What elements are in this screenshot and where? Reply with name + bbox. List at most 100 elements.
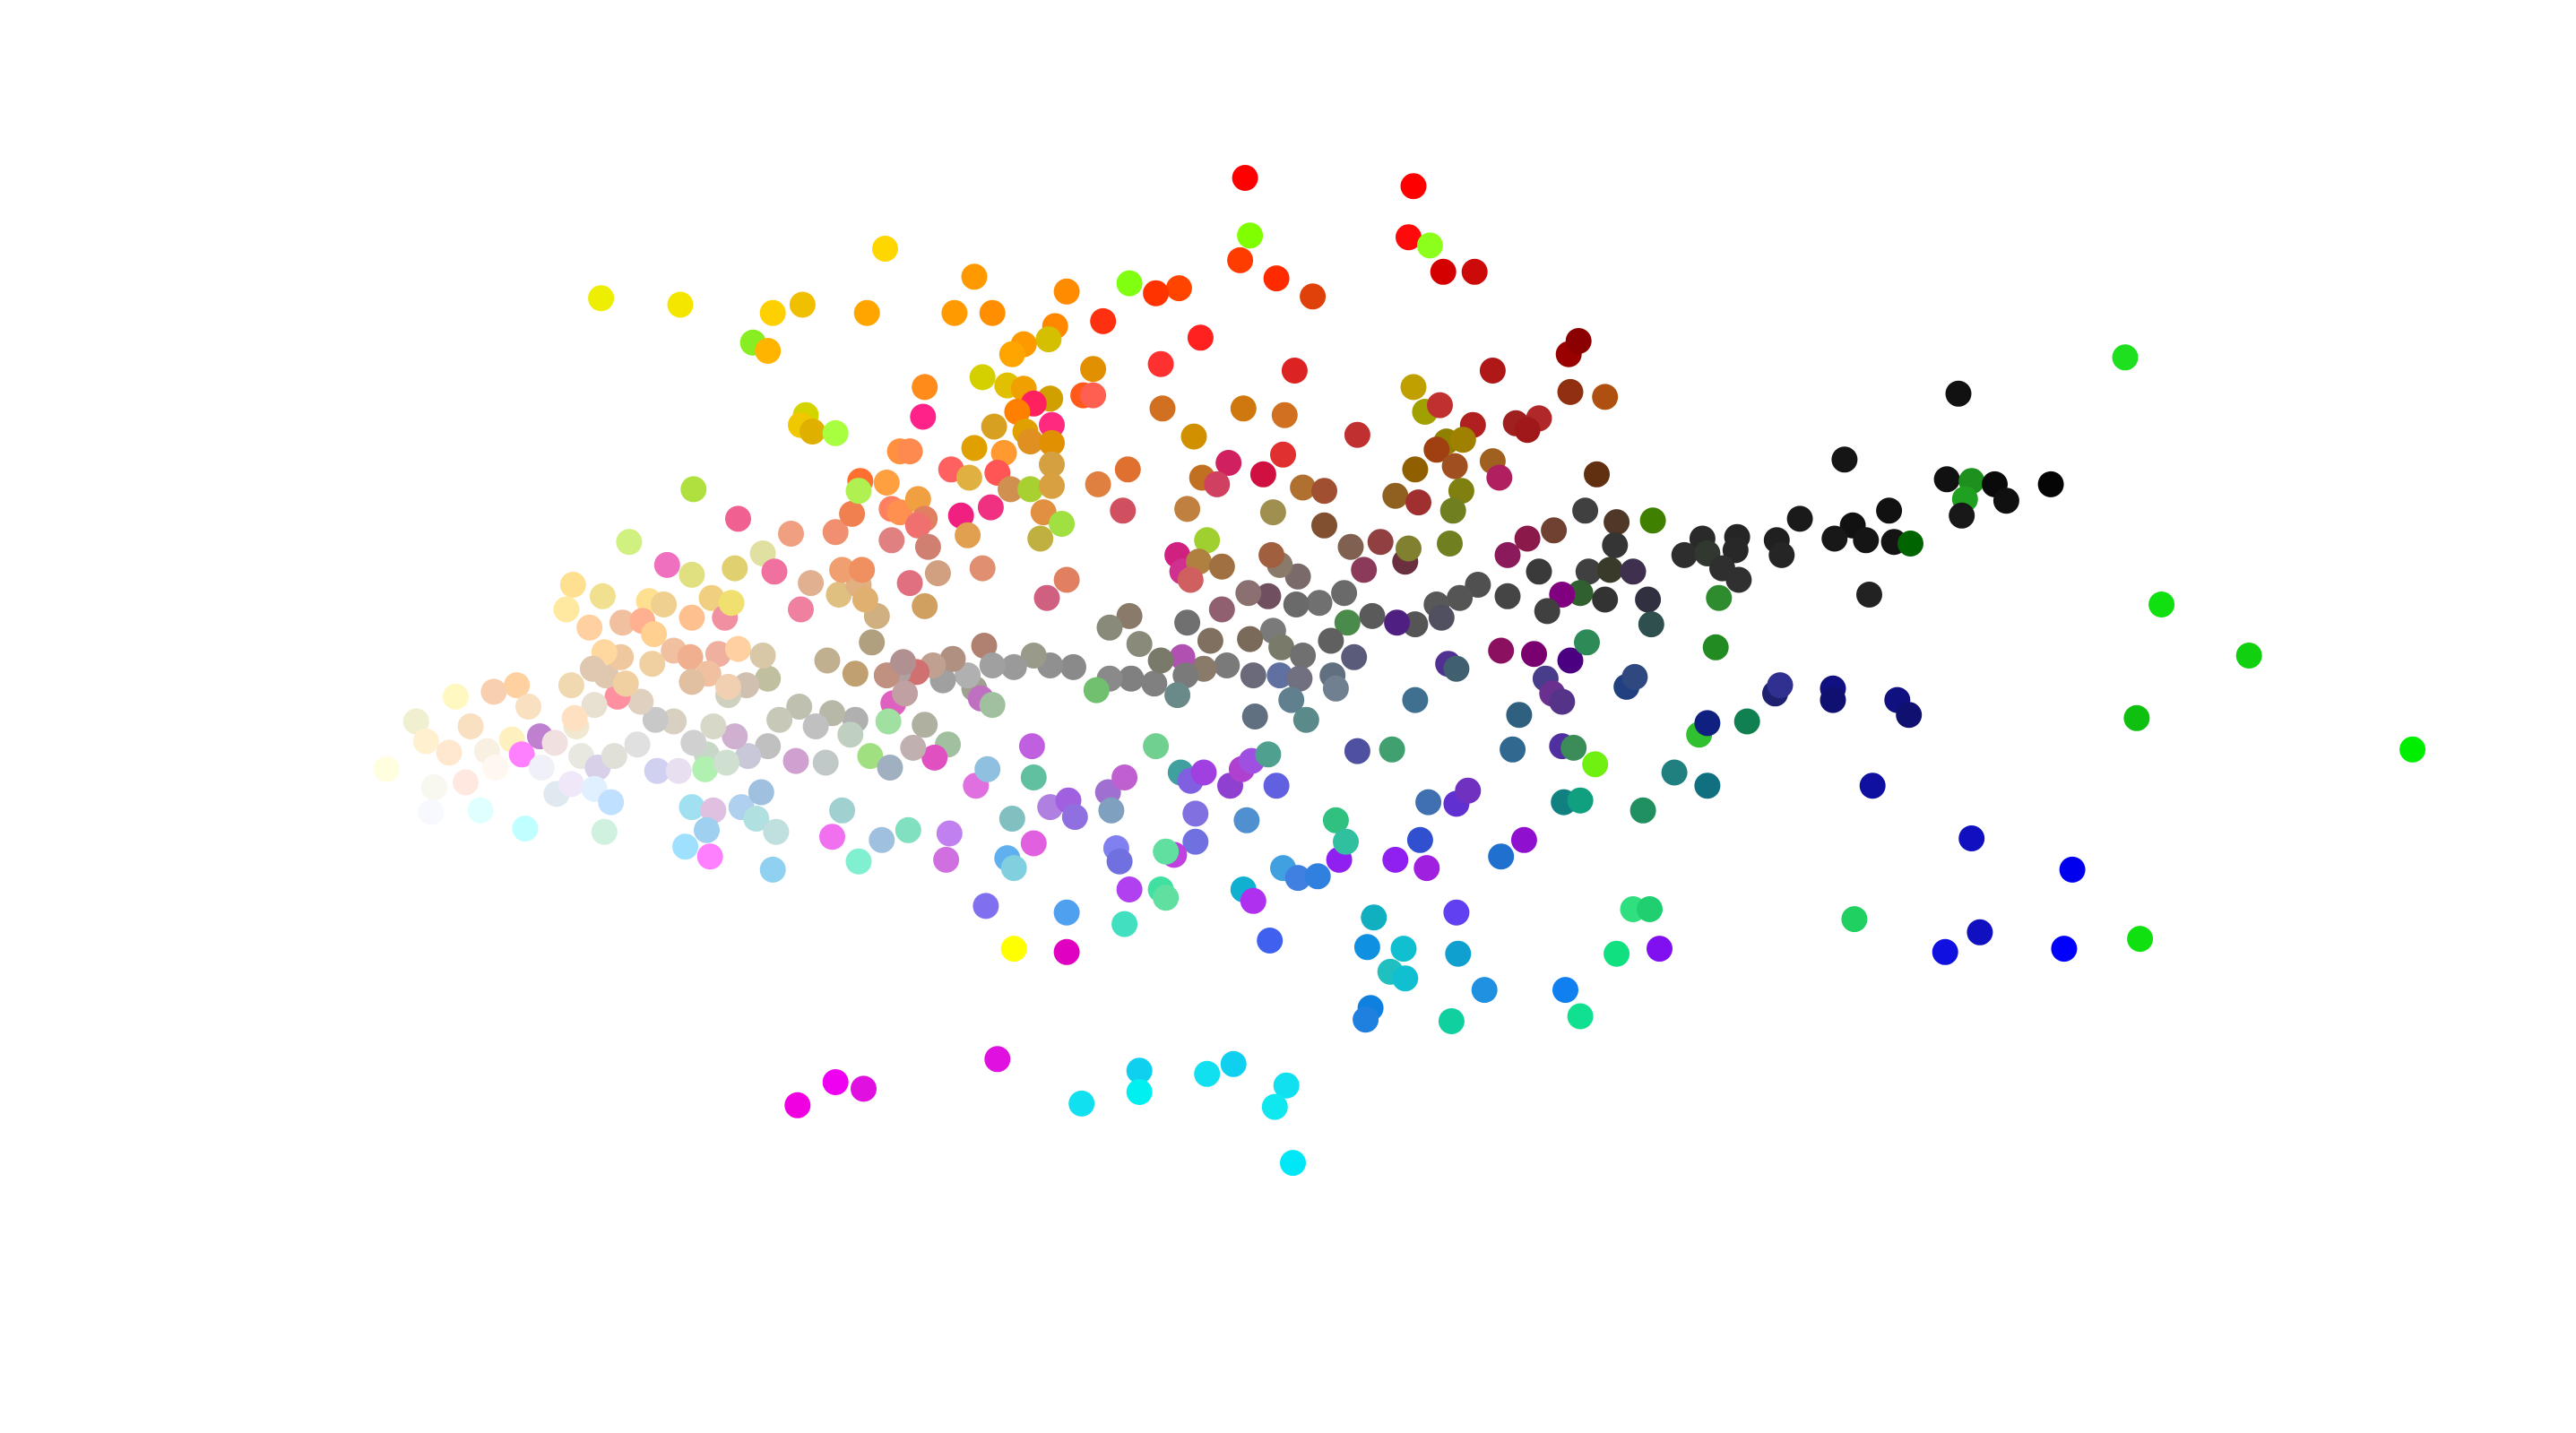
scatter-point [981,413,1007,440]
scatter-point [1567,787,1594,814]
scatter-point [2059,856,2086,883]
scatter-point [1278,686,1305,713]
scatter-point [1039,472,1065,499]
scatter-point [1164,682,1191,709]
scatter-point [1341,643,1368,670]
scatter-point [1143,733,1170,760]
scatter-point [979,692,1006,719]
scatter-point [1143,280,1170,306]
scatter-point [1945,380,1972,407]
scatter-point [541,729,568,756]
scatter-point [1208,553,1235,580]
scatter-point [896,570,923,597]
scatter-point [1831,446,1858,473]
scatter-point [1534,598,1560,625]
scatter-point [1402,456,1429,483]
scatter-point [1020,764,1047,790]
scatter-point [480,678,507,705]
scatter-point [504,672,531,699]
scatter-point [1300,283,1327,310]
scatter-point [1455,777,1482,804]
scatter-point [1958,825,1985,851]
scatter-point [912,592,938,619]
scatter-point [1400,173,1427,200]
scatter-point [1604,940,1630,967]
scatter-point [588,285,615,312]
scatter-point [1382,482,1409,509]
scatter-point [642,706,669,733]
scatter-point [1004,399,1031,425]
scatter-point [872,236,898,262]
scatter-point [1331,580,1358,607]
scatter-point [1165,275,1192,302]
scatter-point [998,806,1025,832]
scatter-point [1367,529,1394,556]
scatter-point [639,651,666,678]
scatter-point [1280,1150,1306,1177]
scatter-point [624,731,651,758]
scatter-point [651,591,678,617]
scatter-point [912,374,938,401]
scatter-point [616,529,643,556]
scatter-point [1257,928,1284,954]
scatter-point [912,712,938,738]
scatter-point [1514,417,1541,444]
scatter-point [482,755,509,781]
scatter-point [1596,557,1623,583]
scatter-point [1020,830,1047,857]
scatter-point [559,572,586,598]
scatter-point [1290,643,1317,669]
scatter-point [1500,736,1526,763]
scatter-point [755,665,782,692]
scatter-point [1116,270,1143,297]
scatter-point [722,723,748,750]
scatter-point [1194,1060,1221,1087]
scatter-point [512,816,539,842]
scatter-point [845,478,872,505]
scatter-point [1932,938,1958,965]
scatter-point [665,757,692,784]
scatter-point [722,555,748,582]
scatter-point [904,486,931,513]
scatter-point [1080,356,1107,383]
scatter-point [694,816,720,843]
scatter-point [1722,537,1749,564]
scatter-point [1263,265,1290,292]
scatter-point [759,299,786,326]
scatter-point [1080,382,1107,409]
scatter-point [627,688,654,715]
scatter-point [576,614,603,641]
scatter-point [947,502,974,529]
scatter-point [873,470,900,496]
scatter-point [1053,899,1080,926]
scatter-point [1177,566,1204,593]
scatter-point [1187,324,1214,351]
scatter-point [914,533,941,560]
scatter-point [1018,733,1045,760]
scatter-point [895,816,921,843]
scatter-point [1017,428,1044,455]
scatter-point [1541,517,1568,544]
scatter-point [1114,456,1141,483]
scatter-point [609,609,635,636]
scatter-point [1694,710,1721,737]
scatter-point [1521,641,1547,668]
scatter-point [896,438,923,465]
scatter-point [969,555,996,582]
scatter-point [786,694,813,720]
scatter-point [1439,497,1466,524]
scatter-point [1266,662,1293,689]
scatter-point [1413,855,1440,882]
scatter-point [679,604,705,631]
scatter-point [1061,804,1088,831]
scatter-point [1361,904,1387,931]
scatter-point [561,704,588,731]
scatter-point [1268,634,1295,660]
scatter-point [579,655,606,682]
scatter-point [1557,378,1584,405]
scatter-point [700,797,727,824]
scatter-point [1204,470,1231,497]
scatter-point [725,505,751,532]
